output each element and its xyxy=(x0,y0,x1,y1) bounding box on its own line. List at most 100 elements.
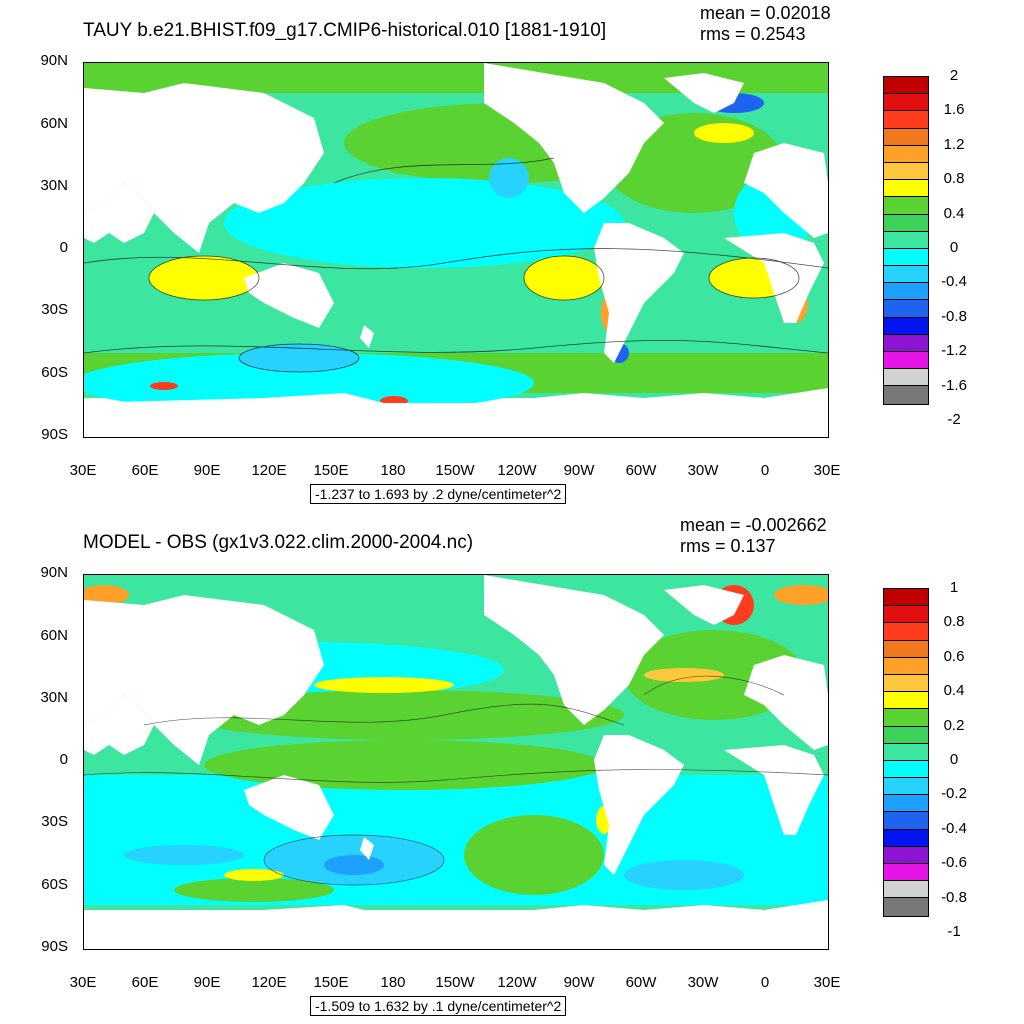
lat-label: 30S xyxy=(41,301,68,318)
colorbar-swatch xyxy=(884,283,928,301)
s-green-band xyxy=(174,878,334,902)
colorbar xyxy=(883,588,929,917)
s-atl-blue xyxy=(624,860,744,890)
colorbar-label: -1.2 xyxy=(941,342,967,360)
mean-label: mean = 0.02018 xyxy=(700,3,831,23)
colorbar-swatch xyxy=(884,231,928,249)
lon-label: 60E xyxy=(131,974,159,991)
colorbar-swatch xyxy=(884,795,928,813)
natl-max xyxy=(694,123,754,143)
lat-label: 30N xyxy=(40,177,68,194)
npac-trades xyxy=(224,178,624,268)
cal-min xyxy=(489,158,529,198)
lon-label: 30E xyxy=(813,974,841,991)
colorbar-swatch xyxy=(884,829,928,847)
lon-label: 30W xyxy=(687,462,719,479)
lat-label: 90S xyxy=(41,426,68,443)
colorbar-swatch xyxy=(884,743,928,761)
lon-label: 0 xyxy=(760,974,770,991)
panel-title: TAUY b.e21.BHIST.f09_g17.CMIP6-historica… xyxy=(83,20,607,41)
lon-label: 0 xyxy=(760,462,770,479)
arctic-pos xyxy=(84,585,129,605)
lon-label: 90W xyxy=(563,974,595,991)
colorbar-label: -1 xyxy=(947,923,961,940)
colorbar-swatch xyxy=(884,778,928,796)
s-ocean-dark xyxy=(324,855,384,875)
bottom-panel: MODEL - OBS (gx1v3.022.clim.2000-2004.nc… xyxy=(0,512,1024,1024)
colorbar-label: 0.8 xyxy=(943,170,965,188)
norway-pos xyxy=(774,585,828,605)
lon-label: 60E xyxy=(131,462,159,479)
colorbar-label: -0.4 xyxy=(941,819,967,837)
lat-label: 90S xyxy=(41,938,68,955)
map-svg xyxy=(84,575,828,949)
colorbar-swatch xyxy=(884,197,928,215)
panel-title: MODEL - OBS (gx1v3.022.clim.2000-2004.nc… xyxy=(83,532,474,553)
colorbar-label: -2 xyxy=(947,411,961,428)
lon-label: 30W xyxy=(687,974,719,991)
map-plot xyxy=(83,574,829,950)
colorbar-label: -0.8 xyxy=(941,307,967,325)
lon-label: 120E xyxy=(251,974,287,991)
colorbar-swatch xyxy=(884,606,928,624)
colorbar-swatch xyxy=(884,369,928,387)
indian-max xyxy=(149,256,259,300)
colorbar-label: 0.8 xyxy=(943,613,965,631)
s-pac-low xyxy=(239,344,359,372)
lon-label: 180 xyxy=(380,462,406,479)
colorbar-swatch xyxy=(884,386,928,404)
lat-label: 0 xyxy=(59,751,68,768)
colorbar-swatch xyxy=(884,94,928,112)
colorbar-swatch xyxy=(884,300,928,318)
map-plot xyxy=(83,62,829,438)
colorbar-label: -0.6 xyxy=(941,854,967,872)
lat-label: 60N xyxy=(40,115,68,132)
colorbar-label: -0.8 xyxy=(941,888,967,906)
lat-label: 60N xyxy=(40,627,68,644)
colorbar-swatch xyxy=(884,589,928,607)
lon-label: 90E xyxy=(193,974,221,991)
colorbar-label: 0.4 xyxy=(943,682,965,700)
lat-label: 90N xyxy=(40,564,68,581)
kuroshio-pos xyxy=(314,677,454,693)
lon-label: 150E xyxy=(313,974,349,991)
antarctic-max xyxy=(150,382,178,390)
colorbar-swatch xyxy=(884,640,928,658)
lon-label: 30E xyxy=(69,974,97,991)
colorbar-swatch xyxy=(884,692,928,710)
colorbar-swatch xyxy=(884,898,928,916)
lon-label: 150W xyxy=(435,974,475,991)
colorbar-swatch xyxy=(884,334,928,352)
colorbar-swatch xyxy=(884,111,928,129)
lat-label: 30S xyxy=(41,813,68,830)
contour-range-label: -1.237 to 1.693 by .2 dyne/centimeter^2 xyxy=(310,484,567,504)
colorbar-label: 2 xyxy=(949,67,959,84)
lon-label: 120W xyxy=(497,974,537,991)
lon-label: 180 xyxy=(380,974,406,991)
colorbar-swatch xyxy=(884,352,928,370)
lat-label: 90N xyxy=(40,52,68,69)
lon-label: 30E xyxy=(69,462,97,479)
s-ocean-cyan xyxy=(84,353,534,413)
colorbar-swatch xyxy=(884,180,928,198)
colorbar-swatch xyxy=(884,812,928,830)
contours xyxy=(84,675,828,886)
colorbar-swatch xyxy=(884,864,928,882)
contour-range-label: -1.509 to 1.632 by .1 dyne/centimeter^2 xyxy=(310,996,567,1016)
colorbar-swatch xyxy=(884,317,928,335)
colorbar-swatch xyxy=(884,248,928,267)
eq-pac-green xyxy=(204,740,604,790)
lat-label: 60S xyxy=(41,876,68,893)
colorbar-swatch xyxy=(884,760,928,779)
lon-label: 90W xyxy=(563,462,595,479)
colorbar-swatch xyxy=(884,623,928,641)
land xyxy=(84,63,828,437)
lon-label: 60W xyxy=(625,462,657,479)
colorbar-swatch xyxy=(884,266,928,284)
colorbar-swatch xyxy=(884,726,928,744)
colorbar-swatch xyxy=(884,846,928,864)
colorbar xyxy=(883,76,929,405)
lon-label: 60W xyxy=(625,974,657,991)
colorbar-swatch xyxy=(884,77,928,95)
colorbar-swatch xyxy=(884,674,928,693)
